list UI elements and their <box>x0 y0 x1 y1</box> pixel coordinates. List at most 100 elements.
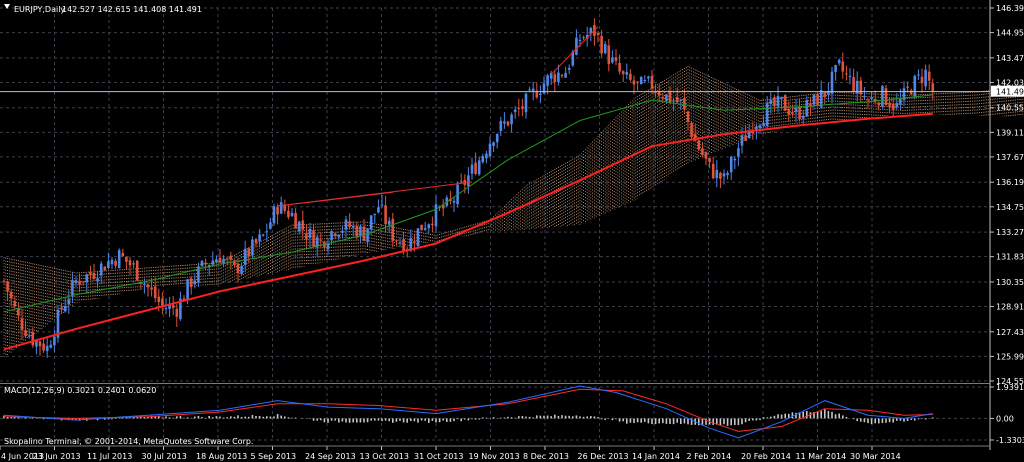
macd-histogram <box>3 409 934 426</box>
candle-body <box>114 260 117 266</box>
time-tick-label: 20 Feb 2014 <box>741 452 791 461</box>
candle-body <box>765 103 769 126</box>
price-tick-label: 127.430 <box>996 328 1024 337</box>
candle-body <box>2 280 6 282</box>
candle-body <box>855 80 859 94</box>
candle-body <box>794 107 798 113</box>
candle-body <box>67 299 71 305</box>
candle-body <box>841 61 845 72</box>
candle-body <box>920 76 924 84</box>
price-tick-label: 130.350 <box>996 278 1024 287</box>
candle-body <box>654 91 657 93</box>
candle-body <box>643 80 647 82</box>
candle-body <box>636 81 639 83</box>
candle-body <box>362 226 366 241</box>
price-tick-label: 140.550 <box>996 104 1024 113</box>
candle-body <box>834 64 837 72</box>
candle-body <box>431 223 434 226</box>
candle-body <box>809 103 812 107</box>
candle-body <box>657 91 661 96</box>
candle-body <box>899 98 902 105</box>
time-tick-label: 8 Dec 2013 <box>523 452 569 461</box>
candle-body <box>402 239 405 252</box>
price-panel[interactable]: 146.390 144.950 143.470 142.030 140.550 139.1… <box>0 0 1024 450</box>
candle-body <box>690 122 693 137</box>
candle-body <box>175 308 179 317</box>
macd-signal-line <box>3 388 933 432</box>
candle-body <box>625 72 629 75</box>
price-tick-label: 144.950 <box>996 29 1024 38</box>
trendline <box>277 191 393 207</box>
candle-body <box>791 112 794 114</box>
time-tick-label: 24 Sep 2013 <box>305 452 356 461</box>
candle-body <box>150 287 153 290</box>
candle-body <box>589 27 593 34</box>
candle-body <box>420 224 423 231</box>
candle-body <box>884 88 888 106</box>
candle-body <box>531 88 535 91</box>
macd-tick-label: 1.9391 <box>996 383 1024 392</box>
candle-body <box>171 305 175 308</box>
candle-body <box>301 220 305 230</box>
candle-body <box>621 71 625 75</box>
candle-body <box>189 278 193 288</box>
panel-separator <box>0 383 990 384</box>
candle-body <box>506 121 510 126</box>
time-tick-label: 13 Oct 2013 <box>360 452 409 461</box>
candle-body <box>683 97 686 110</box>
candle-body <box>333 233 337 237</box>
time-tick-label: 19 Nov 2013 <box>469 452 520 461</box>
candle-body <box>265 231 269 233</box>
price-tick-label: 139.110 <box>996 128 1024 137</box>
candle-body <box>132 263 135 265</box>
price-tick-label: 128.910 <box>996 303 1024 312</box>
candle-body <box>161 298 164 306</box>
candle-body <box>204 262 207 265</box>
time-tick-label: 11 Jul 2013 <box>87 452 132 461</box>
candle-body <box>722 173 726 177</box>
candle-body <box>780 96 783 100</box>
candle-body <box>96 278 99 282</box>
moving-averages <box>3 94 933 351</box>
candle-body <box>755 126 758 131</box>
candle-body <box>60 307 63 310</box>
candle-body <box>575 37 578 55</box>
candle-body <box>193 280 197 285</box>
candle-body <box>391 218 395 242</box>
candle-body <box>121 252 125 257</box>
candle-body <box>200 260 204 266</box>
price-axis: 146.390 144.950 143.470 142.030 140.550 139.1… <box>989 0 1024 450</box>
candle-body <box>866 99 870 101</box>
candle-body <box>805 99 809 117</box>
candle-body <box>85 274 89 283</box>
candle-body <box>279 202 283 214</box>
candle-body <box>510 114 513 125</box>
candle-body <box>377 207 380 213</box>
candle-body <box>758 125 762 129</box>
candle-body <box>596 33 600 35</box>
candle-body <box>308 228 312 238</box>
candle-body <box>290 212 294 217</box>
price-tick-label: 124.550 <box>996 377 1024 386</box>
candle-body <box>661 97 665 99</box>
candle-body <box>92 273 96 279</box>
candle-body <box>254 239 258 244</box>
candle-body <box>611 57 614 63</box>
time-tick-label: 18 Aug 2013 <box>196 452 247 461</box>
last-price-label: 141.491 <box>996 88 1024 97</box>
candle-body <box>528 89 531 91</box>
macd-axis: 1.9391 0.00 -1.3303 <box>990 383 1024 445</box>
candle-body <box>474 162 477 174</box>
candle-body <box>693 134 697 141</box>
candle-body <box>157 296 161 303</box>
price-tick-label: 146.390 <box>996 4 1024 13</box>
price-tick-label: 136.190 <box>996 178 1024 187</box>
candle-body <box>881 86 884 107</box>
candle-body <box>38 341 42 347</box>
candle-body <box>546 75 549 86</box>
candle-body <box>672 100 675 102</box>
chevron-down-icon[interactable] <box>4 4 10 9</box>
macd-panel[interactable]: 1.9391 0.00 -1.3303 MACD(12,26,9) 0.3021 0… <box>0 383 1024 446</box>
candle-body <box>737 148 740 157</box>
